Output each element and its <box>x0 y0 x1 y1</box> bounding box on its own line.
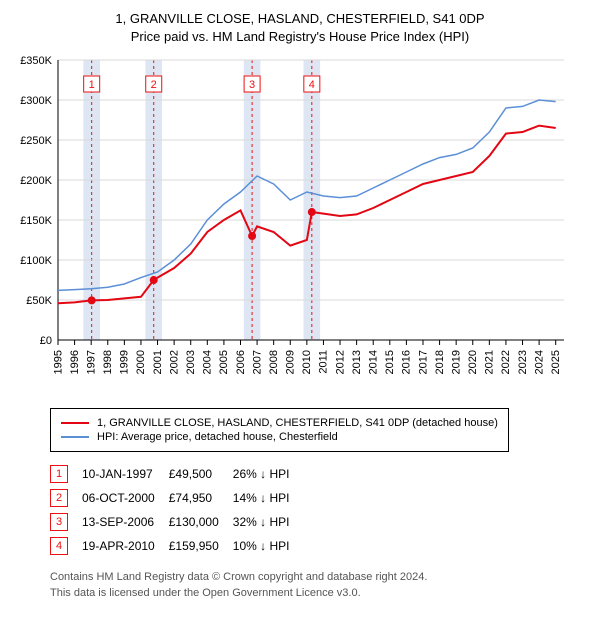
svg-text:2023: 2023 <box>517 350 529 374</box>
price-chart: £0 £50K £100K £150K £200K £250K £300K £350K 1995… <box>10 50 570 400</box>
sale-date: 13-SEP-2006 <box>82 510 169 534</box>
svg-text:2007: 2007 <box>251 350 263 374</box>
svg-text:2016: 2016 <box>401 350 413 374</box>
sales-row: 2 06-OCT-2000£74,95014% ↓ HPI <box>50 486 303 510</box>
svg-text:1997: 1997 <box>85 350 97 374</box>
svg-text:1996: 1996 <box>69 350 81 374</box>
sale-marker-num: 3 <box>50 513 68 531</box>
svg-text:2012: 2012 <box>334 350 346 374</box>
footer-attribution: Contains HM Land Registry data © Crown c… <box>50 570 590 601</box>
sale-delta: 26% ↓ HPI <box>233 462 304 486</box>
svg-text:2: 2 <box>151 79 157 91</box>
svg-text:1: 1 <box>89 79 95 91</box>
sale-delta: 14% ↓ HPI <box>233 486 304 510</box>
sale-date: 06-OCT-2000 <box>82 486 169 510</box>
svg-text:£350K: £350K <box>20 55 52 67</box>
legend-item: 1, GRANVILLE CLOSE, HASLAND, CHESTERFIEL… <box>61 417 498 429</box>
legend-label: 1, GRANVILLE CLOSE, HASLAND, CHESTERFIEL… <box>97 417 498 429</box>
svg-text:£0: £0 <box>40 335 52 347</box>
svg-text:2015: 2015 <box>384 350 396 374</box>
legend-swatch <box>61 436 89 438</box>
legend: 1, GRANVILLE CLOSE, HASLAND, CHESTERFIEL… <box>50 408 509 452</box>
svg-text:1999: 1999 <box>119 350 131 374</box>
svg-text:2010: 2010 <box>301 350 313 374</box>
svg-text:2006: 2006 <box>235 350 247 374</box>
sale-marker-num: 2 <box>50 489 68 507</box>
chart-title-block: 1, GRANVILLE CLOSE, HASLAND, CHESTERFIEL… <box>10 10 590 46</box>
svg-text:2014: 2014 <box>368 350 380 374</box>
footer-line2: This data is licensed under the Open Gov… <box>50 586 590 601</box>
svg-text:2021: 2021 <box>484 350 496 374</box>
sale-price: £130,000 <box>169 510 233 534</box>
sales-table: 1 10-JAN-1997£49,50026% ↓ HPI 2 06-OCT-2000… <box>50 462 303 558</box>
svg-text:2003: 2003 <box>185 350 197 374</box>
svg-text:2024: 2024 <box>533 350 545 374</box>
svg-text:4: 4 <box>309 79 315 91</box>
svg-text:£50K: £50K <box>26 295 52 307</box>
svg-text:2009: 2009 <box>285 350 297 374</box>
svg-text:£200K: £200K <box>20 175 52 187</box>
footer-line1: Contains HM Land Registry data © Crown c… <box>50 570 590 585</box>
sales-row: 4 19-APR-2010£159,95010% ↓ HPI <box>50 534 303 558</box>
legend-label: HPI: Average price, detached house, Ches… <box>97 431 338 443</box>
svg-text:2000: 2000 <box>135 350 147 374</box>
svg-text:£250K: £250K <box>20 135 52 147</box>
title-address: 1, GRANVILLE CLOSE, HASLAND, CHESTERFIEL… <box>10 10 590 28</box>
sale-delta: 32% ↓ HPI <box>233 510 304 534</box>
sale-marker-num: 1 <box>50 465 68 483</box>
svg-text:2020: 2020 <box>467 350 479 374</box>
svg-text:2025: 2025 <box>550 350 562 374</box>
svg-text:2002: 2002 <box>168 350 180 374</box>
title-subtitle: Price paid vs. HM Land Registry's House … <box>10 28 590 46</box>
sale-price: £159,950 <box>169 534 233 558</box>
svg-text:2018: 2018 <box>434 350 446 374</box>
svg-text:£100K: £100K <box>20 255 52 267</box>
svg-text:2001: 2001 <box>152 350 164 374</box>
legend-swatch <box>61 422 89 424</box>
svg-text:1995: 1995 <box>52 350 64 374</box>
chart-container: £0 £50K £100K £150K £200K £250K £300K £350K 1995… <box>10 50 590 400</box>
svg-text:£150K: £150K <box>20 215 52 227</box>
svg-text:2022: 2022 <box>500 350 512 374</box>
sales-row: 3 13-SEP-2006£130,00032% ↓ HPI <box>50 510 303 534</box>
legend-item: HPI: Average price, detached house, Ches… <box>61 431 498 443</box>
svg-text:3: 3 <box>249 79 255 91</box>
svg-text:2005: 2005 <box>218 350 230 374</box>
sale-price: £74,950 <box>169 486 233 510</box>
svg-text:1998: 1998 <box>102 350 114 374</box>
sale-marker-num: 4 <box>50 537 68 555</box>
sale-delta: 10% ↓ HPI <box>233 534 304 558</box>
svg-text:2004: 2004 <box>202 350 214 374</box>
sales-row: 1 10-JAN-1997£49,50026% ↓ HPI <box>50 462 303 486</box>
sale-date: 19-APR-2010 <box>82 534 169 558</box>
sale-price: £49,500 <box>169 462 233 486</box>
svg-text:2017: 2017 <box>417 350 429 374</box>
svg-text:2011: 2011 <box>318 350 330 374</box>
svg-text:2008: 2008 <box>268 350 280 374</box>
sale-date: 10-JAN-1997 <box>82 462 169 486</box>
svg-text:2019: 2019 <box>450 350 462 374</box>
svg-text:£300K: £300K <box>20 95 52 107</box>
svg-text:2013: 2013 <box>351 350 363 374</box>
